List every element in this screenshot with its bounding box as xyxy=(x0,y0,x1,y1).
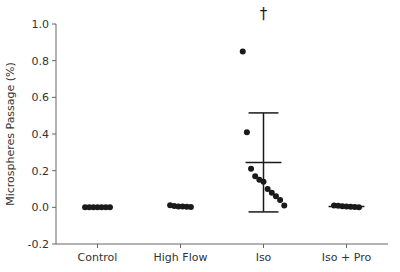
y-tick xyxy=(52,60,56,61)
y-tick-label: 0.0 xyxy=(32,201,50,214)
x-tick xyxy=(263,244,264,248)
y-tick-label: 1.0 xyxy=(32,18,50,31)
plot-area xyxy=(82,49,364,212)
x-tick-label: Control xyxy=(78,251,118,264)
error-cap xyxy=(249,211,279,213)
error-cap xyxy=(249,112,279,114)
x-tick-label: Iso xyxy=(256,251,272,264)
y-axis-label: Microspheres Passage (%) xyxy=(4,62,17,206)
point xyxy=(277,197,283,203)
y-tick-label: -0.2 xyxy=(28,238,49,251)
x-axis-line xyxy=(56,244,388,245)
y-tick-label: 0.4 xyxy=(32,128,50,141)
point xyxy=(356,204,362,210)
x-tick-label: Iso + Pro xyxy=(322,251,372,264)
x-tick-label: High Flow xyxy=(154,251,208,264)
x-tick xyxy=(180,244,181,248)
y-tick xyxy=(52,170,56,171)
y-tick xyxy=(52,134,56,135)
y-axis: -0.2 0.0 0.2 0.4 0.6 0.8 1.0 xyxy=(28,18,388,251)
point xyxy=(281,203,287,209)
y-tick xyxy=(52,24,56,25)
point xyxy=(107,204,113,210)
point xyxy=(261,179,267,185)
point xyxy=(240,49,246,55)
y-tick-label: 0.8 xyxy=(32,55,50,68)
point xyxy=(244,129,250,135)
y-tick xyxy=(52,244,56,245)
x-tick xyxy=(346,244,347,248)
y-tick-label: 0.2 xyxy=(32,165,50,178)
mean-line xyxy=(246,162,282,164)
point xyxy=(188,204,194,210)
chart: -0.2 0.0 0.2 0.4 0.6 0.8 1.0 Microspheres Passa… xyxy=(0,0,400,272)
x-tick xyxy=(97,244,98,248)
y-tick-label: 0.6 xyxy=(32,91,50,104)
annotation: † xyxy=(260,5,268,23)
y-tick xyxy=(52,207,56,208)
y-tick xyxy=(52,97,56,98)
y-axis-line xyxy=(56,24,57,244)
point xyxy=(248,166,254,172)
